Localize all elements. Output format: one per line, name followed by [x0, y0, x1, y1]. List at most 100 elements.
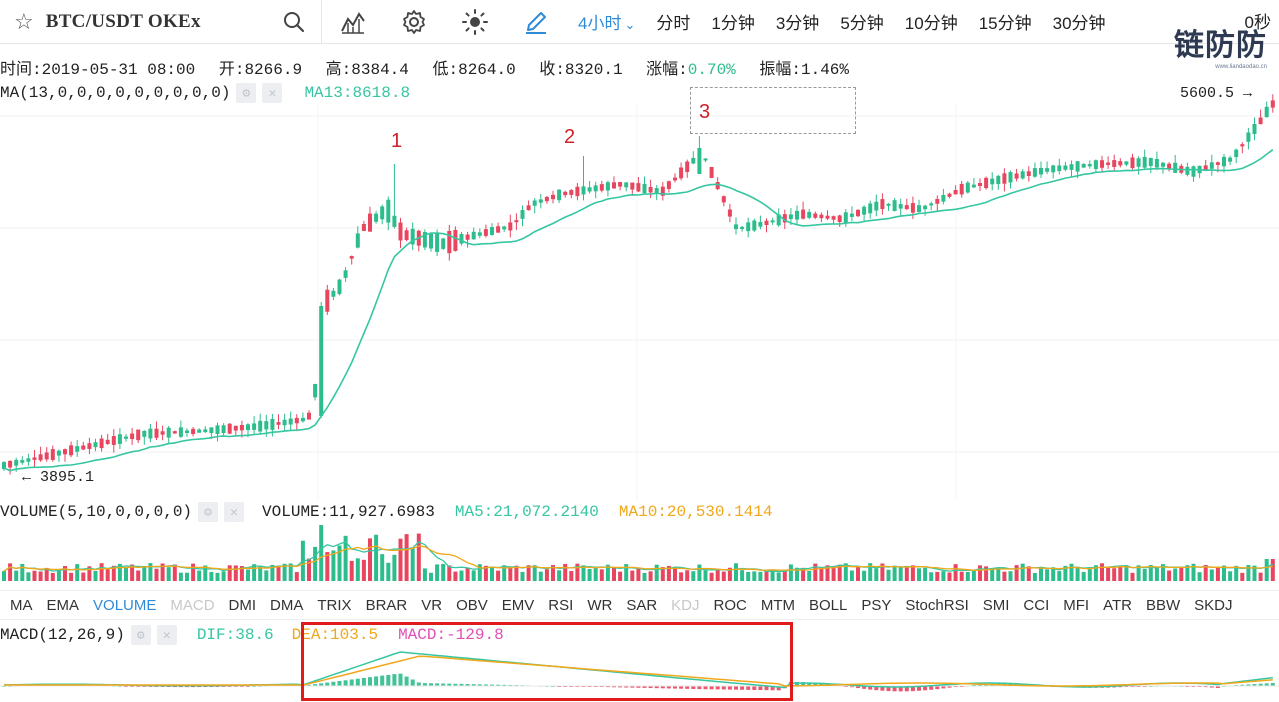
tab-psy[interactable]: PSY — [861, 596, 892, 614]
macd-histogram-bar — [898, 686, 903, 692]
candle — [593, 185, 598, 192]
period-timeline[interactable]: 分时 — [656, 14, 691, 33]
candle — [20, 460, 25, 463]
volume-bar — [984, 566, 989, 581]
macd-histogram-bar — [361, 677, 366, 686]
settings-button[interactable] — [383, 0, 444, 44]
period-1m[interactable]: 1分钟 — [711, 14, 755, 33]
volume-close-button[interactable]: ✕ — [224, 502, 245, 522]
candle — [300, 417, 305, 422]
tab-trix[interactable]: TRIX — [317, 596, 352, 614]
volume-bar — [477, 564, 482, 581]
theme-button[interactable] — [444, 0, 505, 44]
volume-bar — [1093, 565, 1098, 581]
macd-histogram-bar — [355, 678, 360, 686]
macd-histogram-bar — [422, 683, 427, 686]
symbol-bar: ☆ BTC/USDT OKEx — [0, 0, 322, 44]
volume-bar — [1075, 568, 1080, 581]
ohlc-amplitude: 振幅:1.46% — [759, 61, 850, 79]
volume-bar — [880, 563, 885, 581]
period-15m[interactable]: 15分钟 — [978, 14, 1032, 33]
volume-bar — [270, 564, 275, 581]
candle — [892, 200, 897, 212]
macd-histogram-bar — [490, 684, 494, 686]
candle — [422, 232, 427, 248]
tab-bbw[interactable]: BBW — [1145, 596, 1181, 614]
tab-macd[interactable]: MACD — [170, 596, 215, 614]
tab-dma[interactable]: DMA — [270, 596, 304, 614]
volume-bar — [526, 565, 531, 581]
candle — [270, 418, 275, 430]
tab-stochrsi[interactable]: StochRSI — [905, 596, 969, 614]
macd-histogram-bar — [880, 686, 885, 691]
tab-kdj[interactable]: KDJ — [671, 596, 700, 614]
chart-type-button[interactable] — [322, 0, 383, 44]
tab-atr[interactable]: ATR — [1103, 596, 1132, 614]
draw-button[interactable] — [505, 0, 566, 44]
volume-bar — [990, 568, 995, 581]
tab-volume[interactable]: VOLUME — [93, 596, 157, 614]
volume-bar — [788, 564, 793, 581]
volume-bar — [1228, 571, 1233, 581]
volume-bar — [1148, 565, 1153, 581]
tab-ma[interactable]: MA — [10, 596, 33, 614]
candle — [917, 205, 921, 213]
tab-brar[interactable]: BRAR — [365, 596, 408, 614]
candle — [1100, 160, 1104, 168]
ma-close-button[interactable]: ✕ — [262, 83, 283, 103]
candle — [1106, 162, 1111, 165]
macd-histogram-bar — [666, 686, 671, 689]
macd-chart[interactable] — [0, 620, 1279, 702]
macd-histogram-bar — [380, 675, 385, 686]
candle — [709, 166, 714, 178]
candle — [178, 427, 183, 437]
star-icon[interactable]: ☆ — [14, 8, 34, 34]
tab-sar[interactable]: SAR — [626, 596, 658, 614]
volume-settings-button[interactable]: ⚙ — [198, 502, 219, 522]
candle — [532, 200, 537, 206]
watermark-text: 链防防 — [1174, 29, 1267, 62]
volume-bar — [508, 566, 513, 581]
tab-vr[interactable]: VR — [421, 596, 443, 614]
tab-wr[interactable]: WR — [587, 596, 613, 614]
period-3m[interactable]: 3分钟 — [775, 14, 820, 33]
volume-bar — [1130, 572, 1135, 581]
candle — [758, 221, 763, 227]
period-5m[interactable]: 5分钟 — [840, 14, 884, 33]
close-icon: ✕ — [268, 85, 277, 101]
macd-histogram-bar — [398, 673, 403, 686]
candle — [538, 199, 543, 203]
macd-params: MACD(12,26,9) — [0, 626, 125, 644]
tab-mtm[interactable]: MTM — [760, 596, 795, 614]
volume-bar — [288, 563, 293, 581]
volume-chart[interactable] — [0, 498, 1279, 590]
volume-bar — [191, 563, 196, 581]
period-10m[interactable]: 10分钟 — [904, 14, 958, 33]
search-icon[interactable] — [281, 9, 307, 35]
macd-histogram-bar — [374, 676, 379, 686]
candle — [776, 214, 781, 226]
macd-settings-button[interactable]: ⚙ — [130, 625, 151, 645]
tab-smi[interactable]: SMI — [982, 596, 1010, 614]
macd-histogram-bar — [319, 683, 324, 686]
candlestick-chart[interactable] — [0, 44, 1279, 500]
ma-settings-button[interactable]: ⚙ — [236, 83, 257, 103]
tab-obv[interactable]: OBV — [456, 596, 488, 614]
candle — [1026, 171, 1031, 176]
tab-roc[interactable]: ROC — [713, 596, 747, 614]
tab-mfi[interactable]: MFI — [1063, 596, 1090, 614]
tab-skdj[interactable]: SKDJ — [1194, 596, 1233, 614]
period-4h[interactable]: 4小时 ⌄ — [578, 14, 636, 33]
tab-boll[interactable]: BOLL — [809, 596, 848, 614]
macd-close-button[interactable]: ✕ — [156, 625, 177, 645]
draw-icon — [525, 11, 546, 34]
tab-rsi[interactable]: RSI — [548, 596, 574, 614]
tab-ema[interactable]: EMA — [46, 596, 80, 614]
volume-bar — [69, 572, 74, 581]
tab-emv[interactable]: EMV — [501, 596, 535, 614]
tab-dmi[interactable]: DMI — [228, 596, 257, 614]
annotation-box-3 — [690, 87, 856, 134]
period-30m[interactable]: 30分钟 — [1052, 14, 1106, 33]
tab-cci[interactable]: CCI — [1023, 596, 1050, 614]
macd-histogram-bar — [1215, 686, 1220, 688]
